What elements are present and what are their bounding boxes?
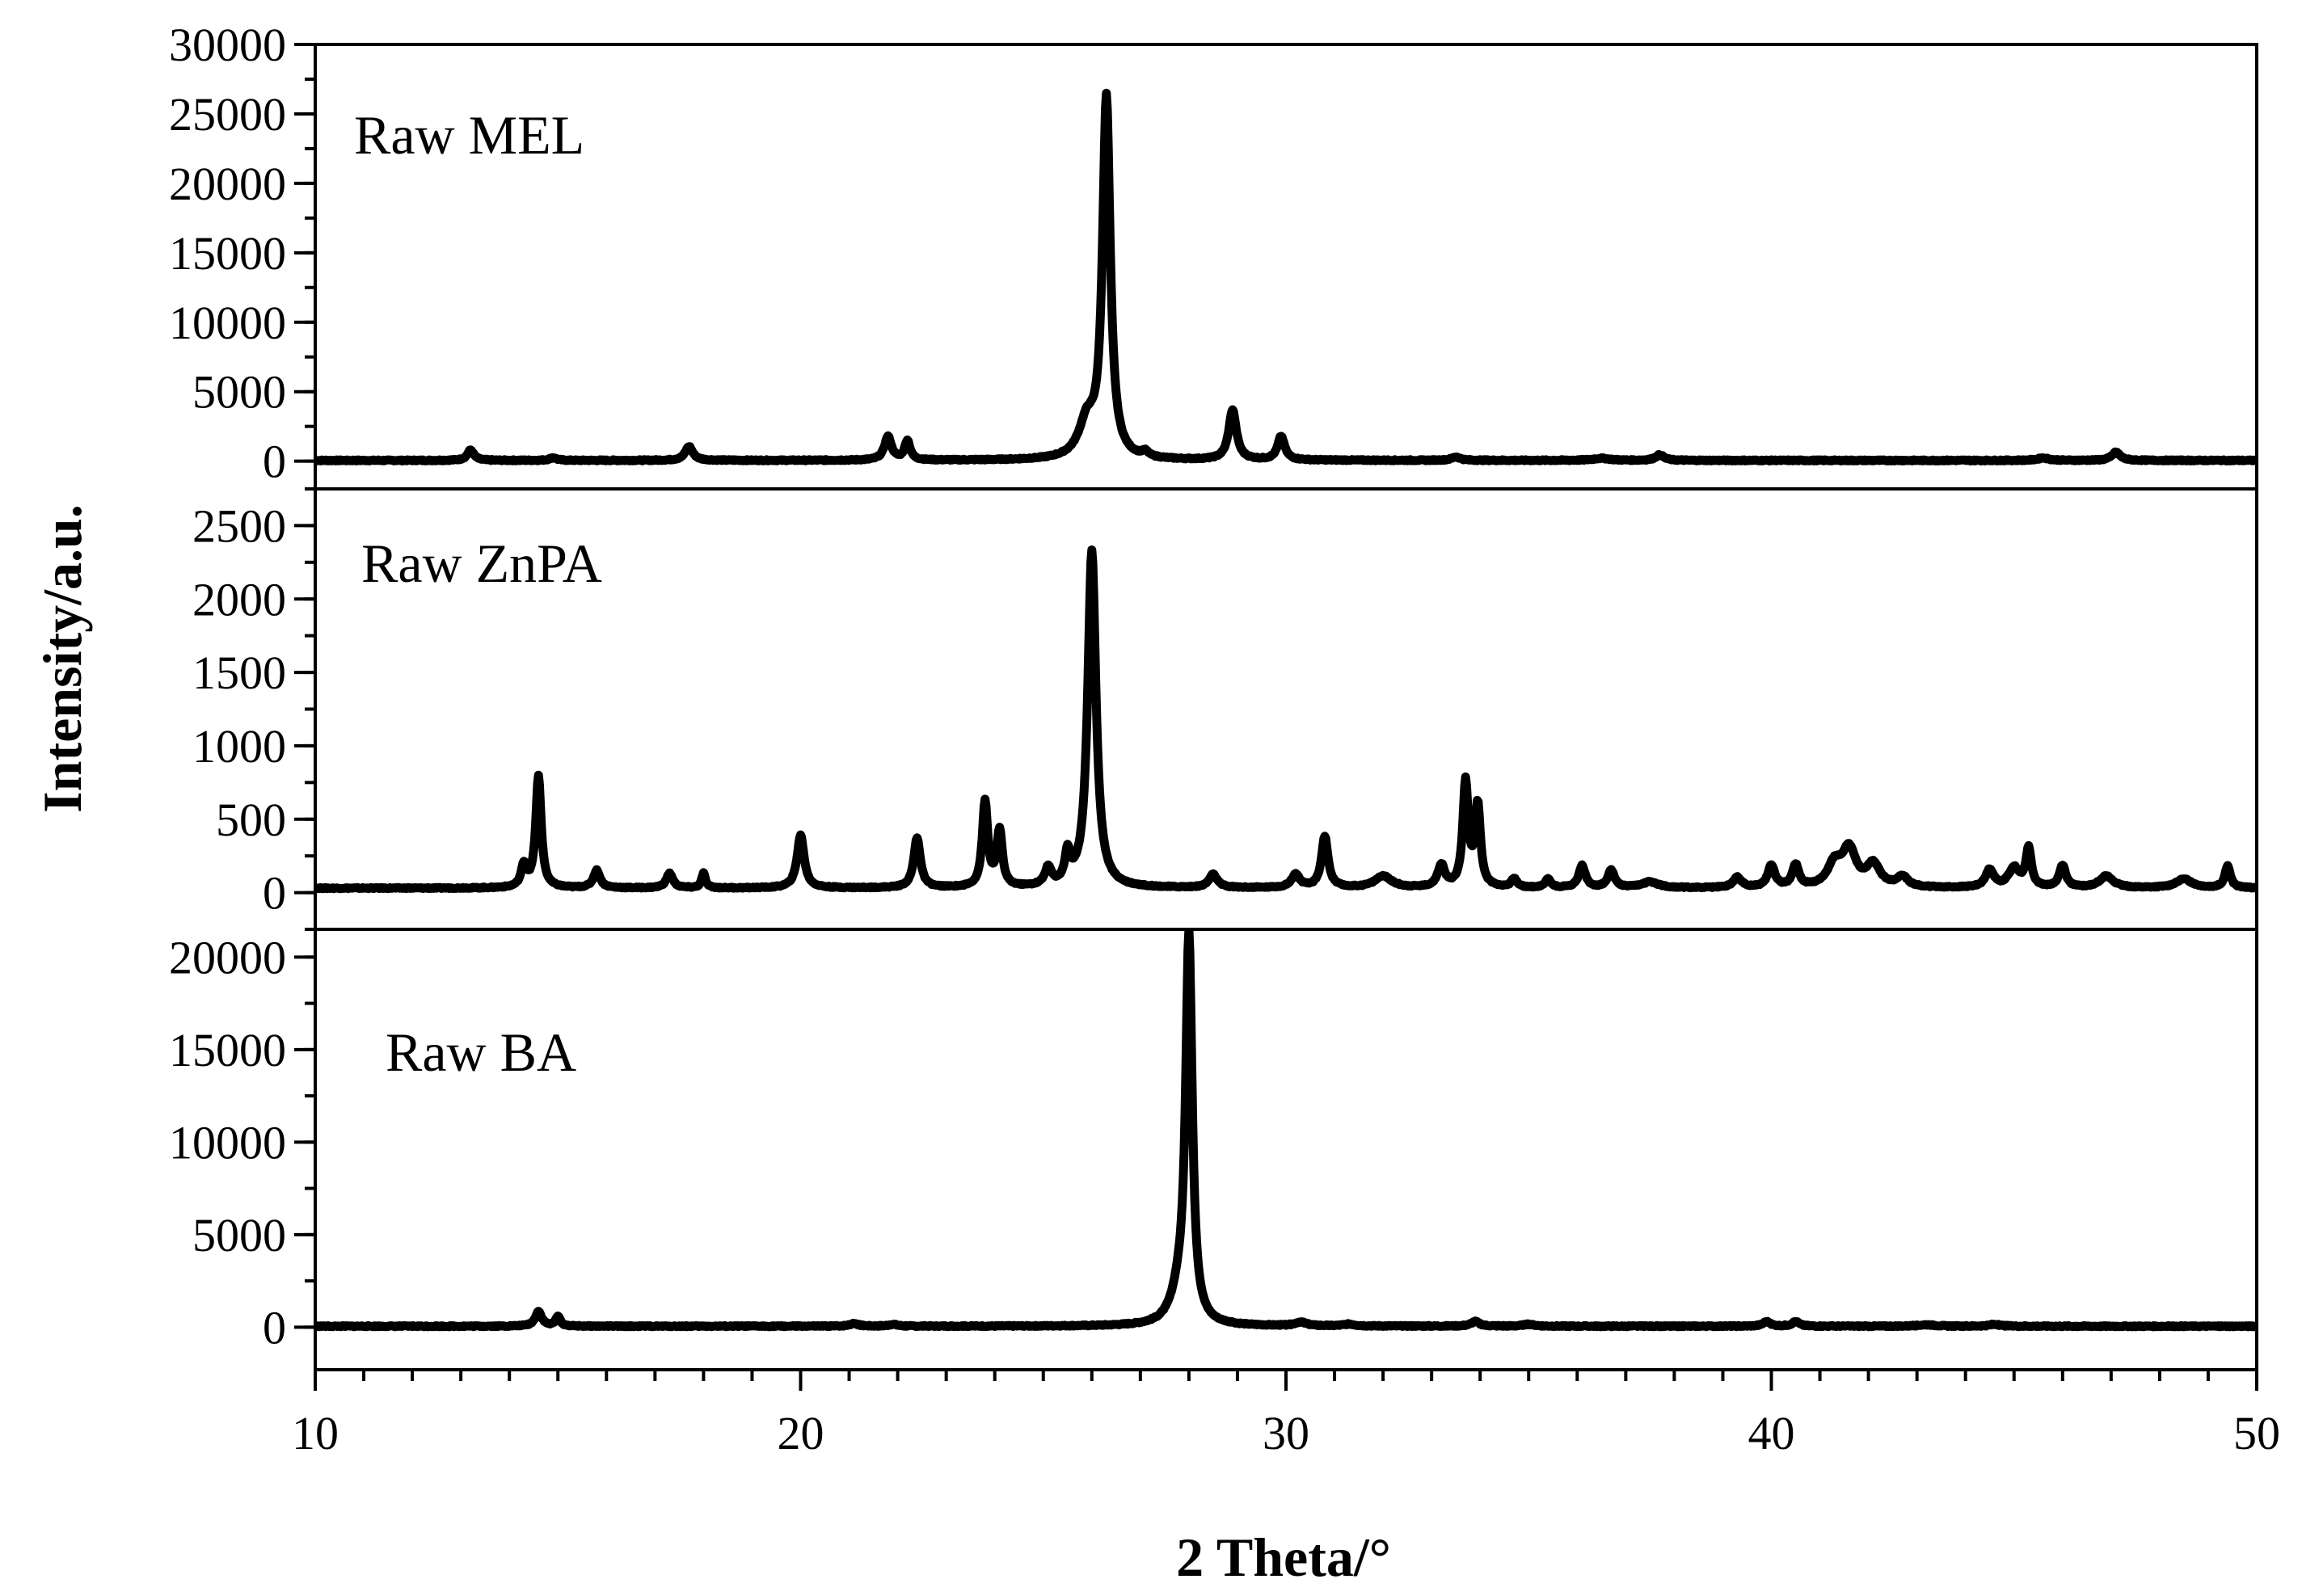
panel-label: Raw ZnPA <box>361 533 602 594</box>
y-tick-label: 15000 <box>169 227 286 280</box>
y-axis-title: Intensity/a.u. <box>32 504 93 813</box>
y-tick-label: 2500 <box>192 499 286 552</box>
series-line <box>315 929 2257 1332</box>
x-tick-label: 40 <box>1748 1407 1795 1459</box>
panel-frame <box>314 487 2258 931</box>
x-axis: 10 20 30 40 50 <box>292 1370 2280 1459</box>
y-tick-label: 0 <box>263 867 286 920</box>
panel-1: 0 5000 10000 15000 20000 25000 30000 Raw MEL <box>169 19 2258 491</box>
y-tick-label: 500 <box>216 794 286 846</box>
y-tick-label: 1500 <box>192 646 286 699</box>
panel-frame <box>314 928 2258 1371</box>
x-tick-label: 20 <box>778 1407 824 1459</box>
y-tick-label: 15000 <box>169 1024 286 1076</box>
x-axis-title: 2 Theta/° <box>1176 1527 1391 1588</box>
series-line <box>315 545 2257 894</box>
panel-frame <box>314 43 2258 491</box>
panel-3: 0 5000 10000 15000 20000 Raw BA <box>169 928 2258 1371</box>
y-tick-label: 25000 <box>169 88 286 141</box>
y-tick-label: 5000 <box>192 366 286 419</box>
x-tick-label: 10 <box>292 1407 339 1459</box>
x-tick-label: 30 <box>1263 1407 1309 1459</box>
y-tick-label: 2000 <box>192 573 286 625</box>
y-tick-label: 30000 <box>169 19 286 71</box>
y-tick-label: 10000 <box>169 1116 286 1169</box>
y-tick-label: 20000 <box>169 931 286 983</box>
panel-label: Raw BA <box>386 1021 576 1083</box>
x-tick-label: 50 <box>2233 1407 2280 1459</box>
y-tick-label: 20000 <box>169 158 286 210</box>
series-line <box>315 88 2257 465</box>
y-tick-label: 1000 <box>192 720 286 773</box>
y-tick-label: 0 <box>263 1301 286 1354</box>
y-tick-label: 10000 <box>169 297 286 349</box>
y-tick-label: 5000 <box>192 1209 286 1261</box>
y-tick-label: 0 <box>263 436 286 488</box>
panel-2: 0 500 1000 1500 2000 2500 Raw ZnPA <box>192 487 2258 931</box>
panel-label: Raw MEL <box>354 104 584 166</box>
